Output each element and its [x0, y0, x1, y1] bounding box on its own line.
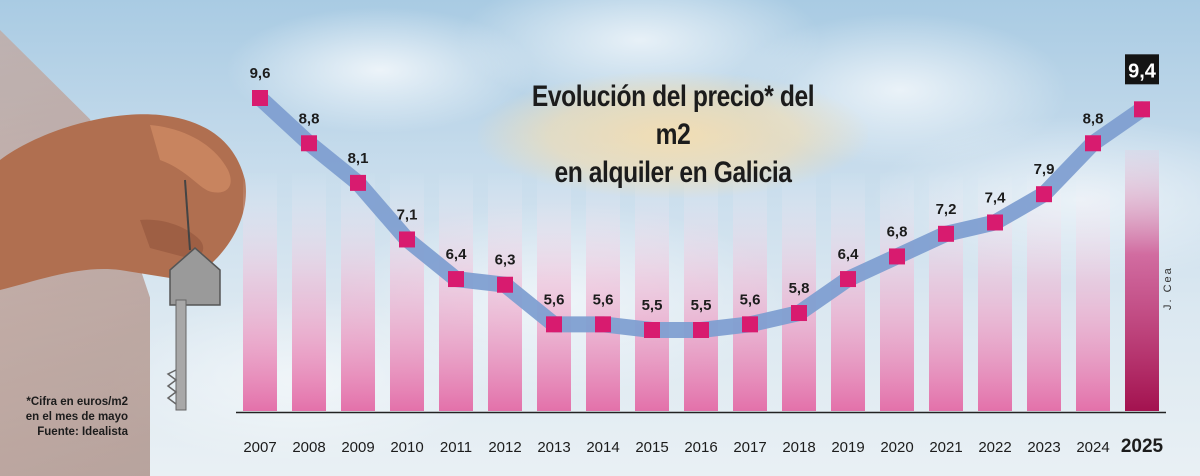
marker-2025	[1134, 101, 1150, 118]
value-label-2007: 9,6	[250, 65, 271, 82]
marker-2007	[252, 90, 268, 106]
key-blade	[175, 299, 187, 411]
value-label-2017: 5,6	[740, 291, 761, 308]
value-label-2023: 7,9	[1034, 161, 1055, 178]
bar-2014	[586, 170, 620, 411]
x-tick-2018: 2018	[782, 439, 815, 456]
value-label-2019: 6,4	[838, 246, 860, 263]
bar-2009	[341, 170, 375, 411]
bar-2018	[782, 170, 816, 411]
bar-2023	[1027, 170, 1061, 411]
marker-2009	[350, 174, 366, 191]
bar-2016	[684, 170, 718, 411]
footnote-unit: *Cifra en euros/m2	[26, 396, 128, 408]
x-tick-2023: 2023	[1027, 439, 1060, 456]
marker-2017	[742, 316, 758, 333]
marker-2020	[889, 248, 905, 265]
marker-2023	[1036, 186, 1052, 203]
value-label-2021: 7,2	[936, 201, 957, 218]
x-tick-2014: 2014	[586, 439, 619, 456]
marker-2008	[301, 135, 317, 152]
x-tick-2019: 2019	[831, 439, 864, 456]
chart-title: Evolución del precio* del m2 en alquiler…	[478, 72, 868, 198]
house-key-fob-icon	[169, 247, 221, 306]
value-label-2015: 5,5	[642, 297, 663, 314]
x-tick-2013: 2013	[537, 439, 570, 456]
x-tick-2008: 2008	[292, 439, 325, 456]
highlight-label-bg	[1125, 54, 1159, 85]
value-label-2012: 6,3	[495, 252, 516, 269]
marker-2010	[399, 231, 415, 248]
x-tick-2022: 2022	[978, 439, 1011, 456]
marker-2022	[987, 214, 1003, 231]
hand-with-keys-illustration	[0, 114, 246, 411]
bar-2024	[1076, 170, 1110, 411]
value-label-2008: 8,8	[299, 110, 320, 127]
bar-2008	[292, 170, 326, 411]
x-tick-2020: 2020	[880, 439, 913, 456]
bar-2015	[635, 170, 669, 411]
value-label-2013: 5,6	[544, 291, 565, 308]
bar-2025	[1125, 150, 1159, 411]
author-credit: J. Cea	[1162, 266, 1174, 310]
marker-2014	[595, 316, 611, 333]
marker-2024	[1085, 135, 1101, 152]
marker-2018	[791, 305, 807, 322]
footnote-source: Fuente: Idealista	[37, 426, 128, 438]
marker-2016	[693, 322, 709, 338]
value-label-2025: 9,4	[1128, 60, 1157, 82]
bar-2010	[390, 170, 424, 411]
marker-2019	[840, 271, 856, 288]
x-tick-2012: 2012	[488, 439, 521, 456]
x-tick-2007: 2007	[243, 439, 276, 456]
footnote-period: en el mes de mayo	[25, 411, 128, 423]
bars-layer	[243, 150, 1159, 411]
value-label-2014: 5,6	[593, 291, 614, 308]
x-tick-2011: 2011	[440, 439, 472, 456]
x-tick-2009: 2009	[341, 439, 374, 456]
key-teeth	[166, 369, 178, 405]
x-tick-2021: 2021	[929, 439, 962, 456]
value-label-2009: 8,1	[348, 150, 369, 167]
labels-layer: 9,6 8,8 8,1 7,1 6,4 6,3 5,6 5,6 5,5 5,5 5,6 5,8 6,4 6…	[250, 54, 1159, 314]
marker-2012	[497, 276, 513, 293]
footnote: *Cifra en euros/m2 en el mes de mayo Fue…	[18, 395, 128, 440]
marker-2011	[448, 271, 464, 288]
x-tick-2025: 2025	[1121, 436, 1164, 457]
x-tick-2017: 2017	[733, 439, 766, 456]
markers-layer	[252, 90, 1150, 338]
marker-2021	[938, 225, 954, 242]
bar-2007	[243, 170, 277, 411]
value-label-2011: 6,4	[446, 246, 468, 263]
marker-2013	[546, 316, 562, 333]
bar-2017	[733, 170, 767, 411]
value-label-2022: 7,4	[985, 189, 1007, 206]
value-label-2018: 5,8	[789, 280, 810, 297]
key-ring	[184, 179, 191, 251]
bar-2013	[537, 170, 571, 411]
x-tick-2016: 2016	[684, 439, 717, 456]
bar-2011	[439, 170, 473, 411]
x-tick-2024: 2024	[1076, 439, 1109, 456]
value-label-2020: 6,8	[887, 223, 908, 240]
thumb-shape	[140, 219, 204, 259]
x-tick-labels: 2007 2008 2009 2010 2011 2012 2013 2014 2015 2016…	[243, 436, 1163, 457]
finger-shape	[150, 125, 231, 193]
value-label-2010: 7,1	[397, 206, 418, 223]
x-tick-2010: 2010	[390, 439, 423, 456]
title-line-2: en alquiler en Galicia	[554, 156, 792, 189]
x-tick-2015: 2015	[635, 439, 668, 456]
bar-2020	[880, 170, 914, 411]
bar-2021	[929, 170, 963, 411]
marker-2015	[644, 322, 660, 338]
value-label-2016: 5,5	[691, 297, 712, 314]
value-label-2024: 8,8	[1083, 110, 1104, 127]
title-line-1: Evolución del precio* del m2	[531, 80, 815, 151]
